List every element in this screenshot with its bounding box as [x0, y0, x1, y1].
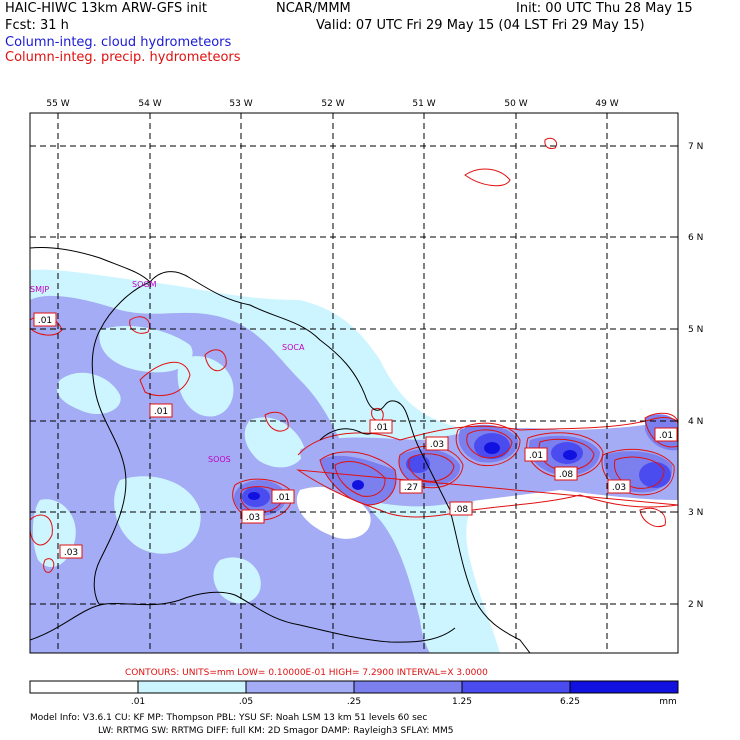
lon-label: 54 W	[138, 99, 161, 109]
colorbar-tick: .05	[239, 697, 253, 707]
lon-label: 49 W	[595, 99, 618, 109]
colorbar-tick: 1.25	[452, 697, 472, 707]
contour-label: .01	[154, 407, 168, 417]
colorbar-bin	[570, 681, 678, 693]
station-label: SOGM	[132, 280, 157, 289]
lat-label: 2 N	[688, 600, 703, 610]
axis-ticks	[57, 113, 678, 605]
colorbar-bin	[30, 681, 138, 693]
colorbar-tick: 6.25	[560, 697, 580, 707]
contour-label: .01	[659, 431, 673, 441]
lat-label: 4 N	[688, 417, 703, 427]
forecast-hour: Fcst: 31 h	[5, 18, 69, 33]
lon-label: 51 W	[412, 99, 435, 109]
init-time: Init: 00 UTC Thu 28 May 15	[516, 1, 693, 16]
contour-label: .08	[454, 505, 469, 515]
colorbar-tick: .25	[347, 697, 361, 707]
contour-label: .01	[374, 423, 388, 433]
colorbar-bin	[462, 681, 570, 693]
model-info-line1: Model Info: V3.6.1 CU: KF MP: Thompson P…	[30, 713, 428, 723]
org-label: NCAR/MMM	[276, 1, 351, 16]
lat-label: 7 N	[688, 142, 703, 152]
contour-label: .03	[246, 513, 260, 523]
station-label: SOOS	[208, 455, 231, 464]
field-cloud-label: Column-integ. cloud hydrometeors	[5, 35, 232, 50]
model-info-line2: LW: RRTMG SW: RRTMG DIFF: full KM: 2D Sm…	[98, 726, 454, 736]
station-label: SOCA	[282, 343, 305, 352]
map-frame	[29, 112, 679, 654]
contour-label: .27	[404, 483, 418, 493]
contour-label: .03	[612, 483, 626, 493]
station-label: SMJP	[30, 285, 49, 294]
contour-label: .01	[38, 316, 52, 326]
lon-label: 53 W	[229, 99, 252, 109]
contour-label: .01	[529, 451, 543, 461]
colorbar	[29, 680, 679, 694]
contour-label-group: .01 .01 .01 .03 .01 .27 .03 .08 .01 .08 …	[33, 312, 678, 559]
contour-label: .01	[276, 493, 290, 503]
field-precip-label: Column-integ. precip. hydrometeors	[5, 50, 241, 65]
contour-label: .08	[559, 470, 574, 480]
colorbar-tick: .01	[131, 697, 145, 707]
model-title: HAIC-HIWC 13km ARW-GFS init	[5, 1, 207, 16]
colorbar-bin	[246, 681, 354, 693]
lat-label: 6 N	[688, 233, 703, 243]
contours-info: CONTOURS: UNITS=mm LOW= 0.10000E-01 HIGH…	[125, 668, 488, 678]
lon-label: 52 W	[321, 99, 344, 109]
colorbar-bin	[138, 681, 246, 693]
contour-label: .03	[430, 440, 444, 450]
lat-label: 3 N	[688, 508, 703, 518]
lon-label: 50 W	[504, 99, 527, 109]
colorbar-bin	[354, 681, 462, 693]
shaded-field	[30, 269, 678, 653]
valid-time: Valid: 07 UTC Fri 29 May 15 (04 LST Fri …	[316, 18, 645, 33]
lon-label: 55 W	[46, 99, 69, 109]
lat-lon-grid	[30, 113, 678, 653]
contour-label: .03	[64, 548, 78, 558]
lat-label: 5 N	[688, 325, 703, 335]
colorbar-unit: mm	[659, 697, 677, 707]
